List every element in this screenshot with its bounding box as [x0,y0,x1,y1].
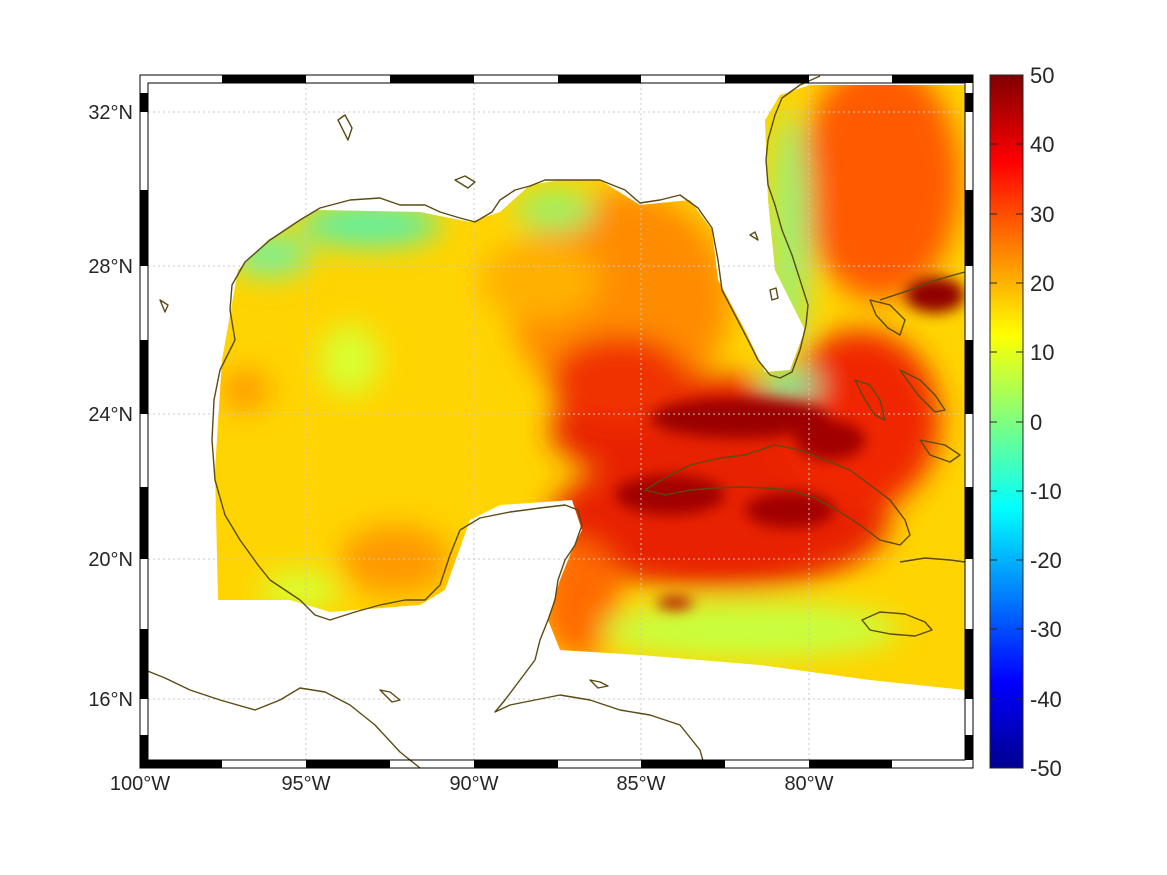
colorbar-tick-label: -10 [1030,479,1062,504]
colorbar-tick-label: 20 [1030,271,1054,296]
graticule-grid [148,83,965,760]
map-frame [139,74,974,769]
lon-tick-label: 90°W [449,773,498,795]
colorbar-tick-label: 40 [1030,132,1054,157]
colorbar-tick-label: 30 [1030,202,1054,227]
lat-tick-label: 20°N [88,549,133,571]
colorbar-tick-label: -20 [1030,548,1062,573]
colorbar-tick-label: -50 [1030,756,1062,781]
lon-tick-label: 85°W [616,773,665,795]
lon-tick-label: 80°W [784,773,833,795]
lat-tick-label: 32°N [88,102,133,124]
lat-tick-label: 16°N [88,689,133,711]
colorbar-tick-label: 50 [1030,63,1054,88]
colorbar-tick-label: 0 [1030,410,1042,435]
lon-tick-label: 100°W [110,773,170,795]
colorbar: 50 40 30 20 10 0 -10 -20 -30 -40 -50 [989,63,1062,781]
colorbar-tick-label: -30 [1030,617,1062,642]
lat-tick-label: 28°N [88,256,133,278]
lon-tick-label: 95°W [281,773,330,795]
colorbar-tick-label: 10 [1030,340,1054,365]
coastline [139,75,966,769]
lat-tick-label: 24°N [88,404,133,426]
colorbar-tick-label: -40 [1030,687,1062,712]
